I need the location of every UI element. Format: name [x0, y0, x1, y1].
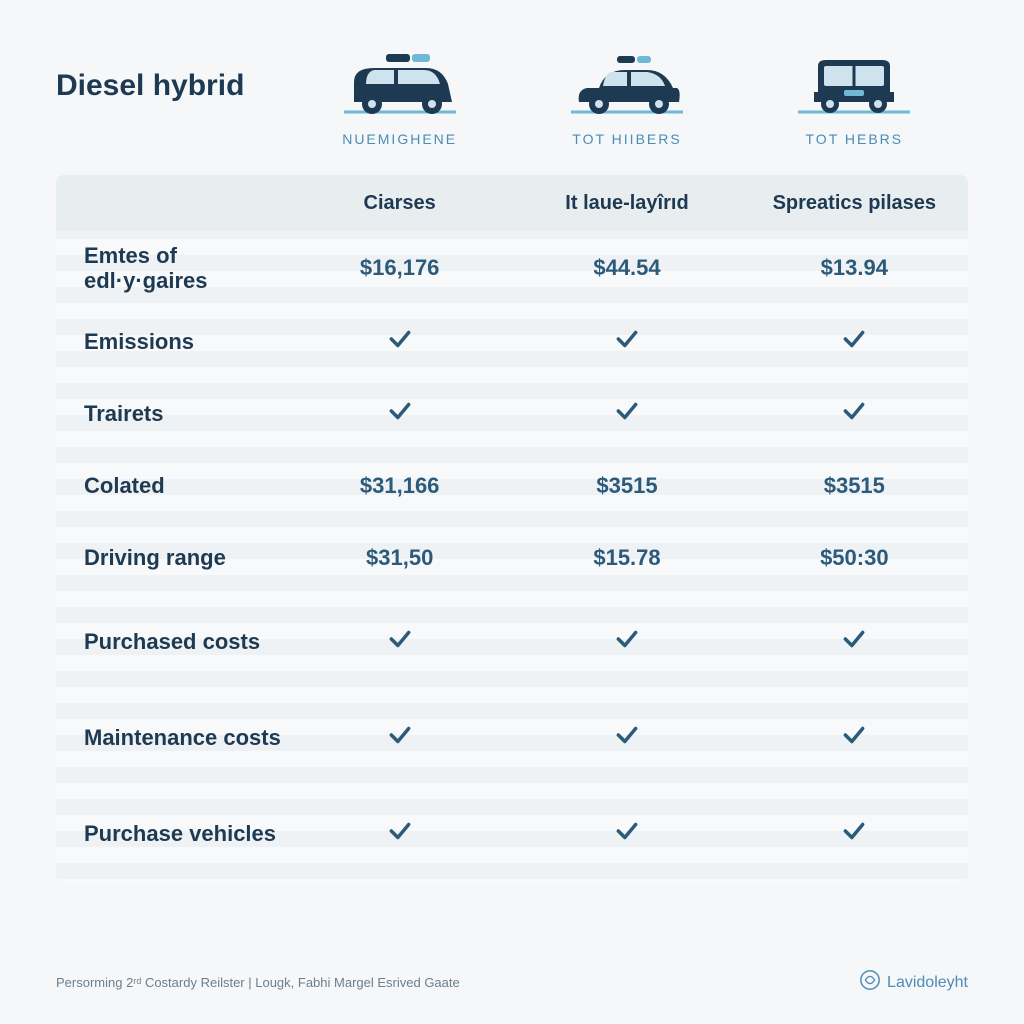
- cell: $16,176: [286, 247, 513, 289]
- header-spacer: [56, 191, 286, 215]
- row-label: Colated: [56, 461, 286, 510]
- car-icon: [557, 48, 697, 125]
- cell: [741, 318, 968, 366]
- table-row: Purchased costs: [56, 594, 968, 690]
- cell: [741, 390, 968, 438]
- footer-text: Persorming 2ʳᵈ Costardy Reilster | Lougk…: [56, 975, 460, 990]
- comparison-table: Ciarses It laue-layîrıd Spreatics pilase…: [56, 175, 968, 882]
- table-row: Trairets: [56, 378, 968, 450]
- footer: Persorming 2ʳᵈ Costardy Reilster | Lougk…: [56, 969, 968, 996]
- row-label: Maintenance costs: [56, 713, 286, 762]
- check-icon: [841, 326, 867, 358]
- row-label: Emtes of edl·y·gaires: [56, 231, 286, 306]
- brand-name: Lavidoleyht: [887, 974, 968, 992]
- row-label: Purchased costs: [56, 617, 286, 666]
- table-row: Maintenance costs: [56, 690, 968, 786]
- cell: [286, 714, 513, 762]
- check-icon: [841, 626, 867, 658]
- cell: $50:30: [741, 537, 968, 579]
- check-icon: [614, 818, 640, 850]
- check-icon: [387, 626, 413, 658]
- col-head-0: Ciarses: [286, 184, 513, 223]
- cell: $31,166: [286, 465, 513, 507]
- cell: [286, 618, 513, 666]
- cell: $13.94: [741, 247, 968, 289]
- check-icon: [841, 818, 867, 850]
- cell: [513, 618, 740, 666]
- cell: [286, 318, 513, 366]
- check-icon: [387, 818, 413, 850]
- cell: [513, 714, 740, 762]
- col-head-1: It laue-layîrıd: [513, 184, 740, 223]
- cell: [286, 810, 513, 858]
- brand-icon: [859, 969, 881, 996]
- cell: [513, 390, 740, 438]
- cell: $3515: [741, 465, 968, 507]
- table-header-row: Ciarses It laue-layîrıd Spreatics pilase…: [56, 175, 968, 231]
- brand: Lavidoleyht: [859, 969, 968, 996]
- cell: $15.78: [513, 537, 740, 579]
- vehicle-col-2: TOT HEBRS: [741, 48, 968, 147]
- check-icon: [614, 626, 640, 658]
- check-icon: [387, 398, 413, 430]
- page-title: Diesel hybrid: [56, 69, 286, 147]
- suv-icon: [330, 48, 470, 125]
- cell: [741, 618, 968, 666]
- row-label: Driving range: [56, 533, 286, 582]
- cell: [741, 714, 968, 762]
- row-label: Emissions: [56, 317, 286, 366]
- vehicle-label-0: NUEMIGHENE: [342, 131, 457, 147]
- cell: [513, 810, 740, 858]
- check-icon: [841, 722, 867, 754]
- table-row: Emissions: [56, 306, 968, 378]
- cell: $3515: [513, 465, 740, 507]
- row-label: Purchase vehicles: [56, 809, 286, 858]
- header: Diesel hybrid NUEMIGHENE: [56, 48, 968, 147]
- cell: [513, 318, 740, 366]
- vehicle-col-1: TOT HIIBERS: [513, 48, 740, 147]
- cell: [741, 810, 968, 858]
- check-icon: [841, 398, 867, 430]
- table-row: Emtes of edl·y·gaires$16,176$44.54$13.94: [56, 231, 968, 306]
- vehicle-label-2: TOT HEBRS: [806, 131, 904, 147]
- check-icon: [387, 326, 413, 358]
- col-head-2: Spreatics pilases: [741, 184, 968, 223]
- check-icon: [387, 722, 413, 754]
- row-label: Trairets: [56, 389, 286, 438]
- vehicle-label-1: TOT HIIBERS: [572, 131, 681, 147]
- table-row: Driving range$31,50$15.78$50:30: [56, 522, 968, 594]
- van-icon: [784, 48, 924, 125]
- vehicle-col-0: NUEMIGHENE: [286, 48, 513, 147]
- check-icon: [614, 722, 640, 754]
- table-row: Colated$31,166$3515$3515: [56, 450, 968, 522]
- cell: $31,50: [286, 537, 513, 579]
- cell: $44.54: [513, 247, 740, 289]
- table-row: Purchase vehicles: [56, 786, 968, 882]
- check-icon: [614, 326, 640, 358]
- check-icon: [614, 398, 640, 430]
- cell: [286, 390, 513, 438]
